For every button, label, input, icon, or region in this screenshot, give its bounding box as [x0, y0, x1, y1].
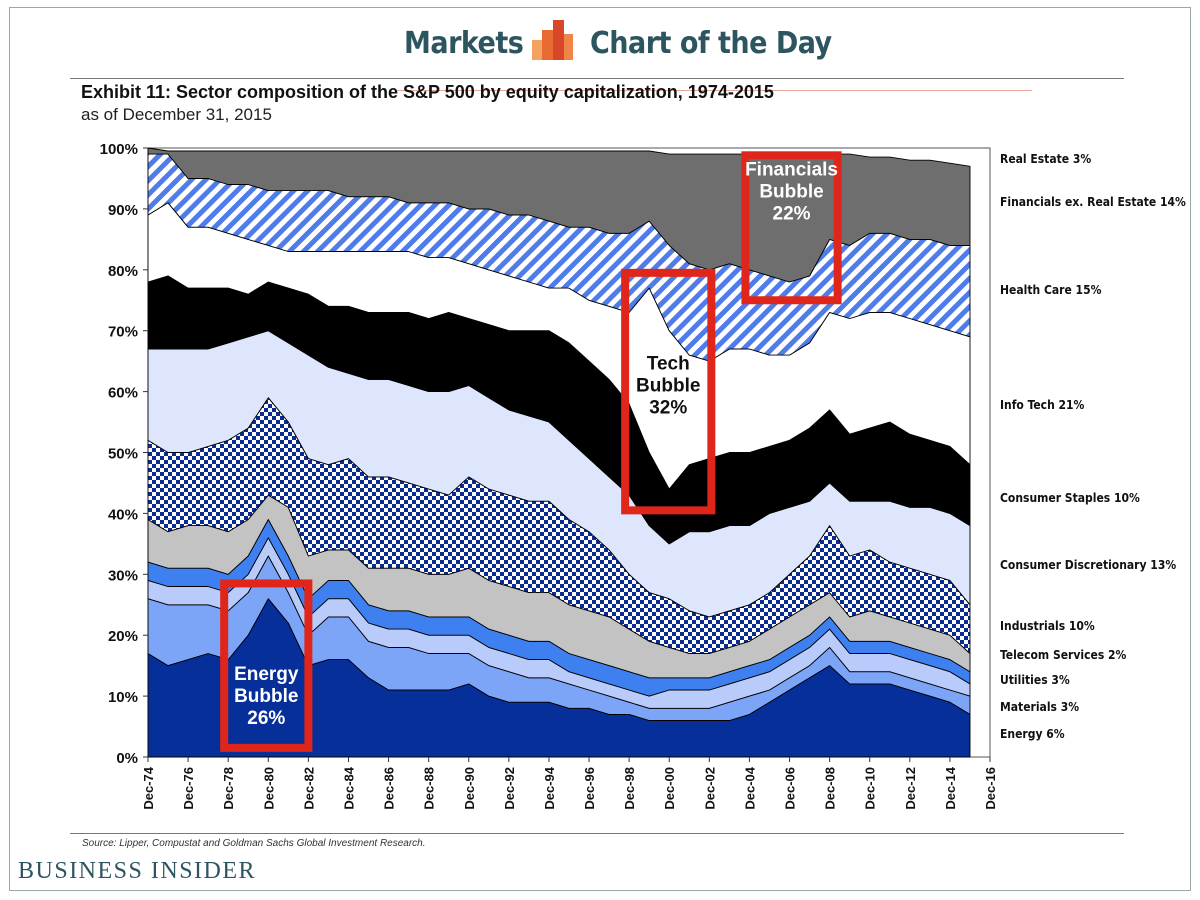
y-tick-label: 0%: [116, 750, 138, 767]
exhibit-top-divider: [70, 78, 1124, 79]
x-tick-label: Dec-10: [863, 767, 878, 810]
x-tick-label: Dec-00: [662, 767, 677, 810]
x-tick-label: Dec-14: [943, 766, 958, 809]
legend-label: Info Tech 21%: [1000, 398, 1085, 412]
exhibit-subtitle: as of December 31, 2015: [81, 105, 272, 124]
bubble-annotation-text: 22%: [773, 203, 811, 224]
x-tick-label: Dec-02: [702, 767, 717, 810]
y-tick-label: 40%: [108, 506, 138, 523]
y-tick-label: 20%: [108, 628, 138, 645]
bubble-annotation-text: 26%: [247, 708, 285, 729]
legend-label: Energy 6%: [1000, 727, 1065, 741]
y-tick-label: 30%: [108, 567, 138, 584]
chart-of-the-day-label[interactable]: Chart of the Day: [590, 26, 832, 61]
business-insider-logo[interactable]: BUSINESS INSIDER: [18, 858, 257, 884]
legend-label: Telecom Services 2%: [1000, 648, 1127, 662]
y-tick-label: 90%: [108, 202, 138, 219]
bubble-annotation-box: [621, 268, 716, 515]
x-tick-label: Dec-04: [742, 766, 757, 809]
bubble-annotation-text: Bubble: [636, 376, 700, 397]
y-tick-label: 10%: [108, 689, 138, 706]
x-tick-label: Dec-74: [141, 766, 156, 809]
header: Markets Chart of the Day: [0, 20, 1200, 91]
x-tick-label: Dec-92: [502, 767, 517, 810]
x-tick-label: Dec-06: [783, 767, 798, 810]
x-tick-label: Dec-96: [582, 767, 597, 810]
x-tick-label: Dec-88: [422, 767, 437, 810]
x-tick-label: Dec-86: [382, 767, 397, 810]
x-tick-label: Dec-90: [462, 767, 477, 810]
x-tick-label: Dec-84: [341, 766, 356, 809]
legend-label: Real Estate 3%: [1000, 152, 1091, 166]
x-tick-label: Dec-80: [261, 767, 276, 810]
legend-label: Health Care 15%: [1000, 283, 1102, 297]
markets-label[interactable]: Markets: [404, 26, 524, 61]
legend-label: Consumer Staples 10%: [1000, 491, 1140, 505]
x-tick-label: Dec-82: [301, 767, 316, 810]
legend-label: Industrials 10%: [1000, 619, 1095, 633]
outer-frame: [9, 7, 1191, 891]
y-tick-label: 70%: [108, 324, 138, 341]
legend-label: Financials ex. Real Estate 14%: [1000, 195, 1186, 209]
bubble-annotation-text: Financials: [745, 159, 838, 180]
x-tick-label: Dec-94: [542, 766, 557, 809]
x-tick-label: Dec-08: [823, 767, 838, 810]
x-tick-label: Dec-76: [181, 767, 196, 810]
source-note: Source: Lipper, Compustat and Goldman Sa…: [82, 838, 426, 849]
x-tick-label: Dec-98: [622, 767, 637, 810]
bubble-annotation-box: [741, 151, 842, 305]
legend-label: Materials 3%: [1000, 700, 1079, 714]
legend-label: Consumer Discretionary 13%: [1000, 558, 1176, 572]
bar-chart-logo-icon: [532, 20, 573, 60]
legend-label: Utilities 3%: [1000, 673, 1070, 687]
bubble-annotation-box: [220, 579, 313, 752]
exhibit-bottom-divider: [70, 833, 1124, 834]
series-area-real-estate-3: [147, 147, 971, 283]
y-tick-label: 60%: [108, 385, 138, 402]
y-tick-label: 50%: [108, 446, 138, 463]
bubble-annotation-text: Bubble: [759, 181, 823, 202]
x-tick-label: Dec-78: [221, 767, 236, 810]
y-tick-label: 100%: [100, 141, 138, 158]
bubble-annotation-text: 32%: [649, 398, 687, 419]
x-tick-label: Dec-12: [903, 767, 918, 810]
header-divider: [396, 90, 1032, 91]
y-tick-label: 80%: [108, 263, 138, 280]
bubble-annotation-text: Tech: [647, 354, 690, 375]
bubble-annotation-text: Energy: [234, 664, 299, 685]
x-tick-label: Dec-16: [983, 767, 998, 810]
bubble-annotation-text: Bubble: [234, 686, 298, 707]
exhibit-title: Exhibit 11: Sector composition of the S&…: [81, 82, 774, 102]
